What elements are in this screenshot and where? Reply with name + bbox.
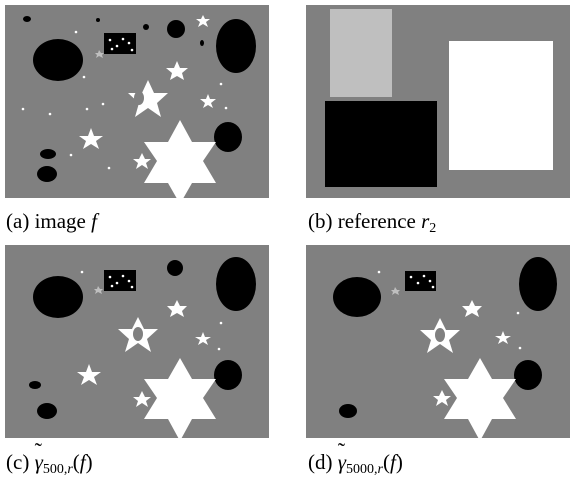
caption-c-func: γ — [35, 440, 43, 473]
light-gray-rectangle — [330, 9, 392, 97]
caption-c-label: (c) — [6, 450, 30, 474]
caption-d-sub: 5000,r — [346, 462, 383, 477]
dark-ellipse-lower-left — [37, 166, 57, 182]
caption-d-label: (d) — [308, 450, 333, 474]
caption-c-sub-var: r — [67, 462, 73, 477]
caption-c-sub-num: 500, — [42, 462, 68, 477]
caption-b-var-sub: 2 — [429, 221, 437, 236]
caption-a-label: (a) — [6, 209, 30, 233]
small-dark-disc — [167, 20, 185, 38]
caption-a-text: image — [34, 209, 86, 233]
image-f-canvas — [5, 5, 269, 198]
caption-a-var: f — [91, 209, 97, 233]
dark-ellipse-tiny — [40, 149, 56, 159]
caption-c-close: ) — [85, 450, 93, 474]
caption-b-text: reference — [337, 209, 416, 233]
caption-d-sub-var: r — [377, 462, 383, 477]
white-rectangle — [449, 41, 553, 170]
black-rectangle — [325, 101, 437, 187]
caption-c: (c) γ500,r(f) — [6, 440, 93, 477]
image-panel-b — [306, 5, 570, 198]
caption-a: (a) image f — [6, 211, 97, 232]
large-dark-ellipse-left — [33, 39, 83, 81]
white-hexagram — [144, 120, 216, 198]
caption-d: (d) γ5000,r(f) — [308, 440, 403, 477]
caption-c-open: ( — [72, 450, 80, 474]
caption-b-var: r — [421, 209, 430, 233]
filtered-5000-canvas — [306, 245, 570, 438]
caption-b: (b) reference r2 — [308, 211, 436, 236]
caption-d-arg: f — [389, 450, 396, 474]
reference-r2-canvas — [306, 5, 570, 198]
large-dark-ellipse-right — [216, 19, 256, 73]
dark-disc-lower-right — [214, 122, 242, 152]
caption-d-open: ( — [382, 450, 390, 474]
caption-d-sub-num: 5000, — [346, 462, 378, 477]
image-panel-c — [5, 245, 269, 438]
caption-d-func: γ — [338, 440, 346, 473]
white-star-large — [128, 80, 168, 117]
caption-c-arg: f — [79, 450, 86, 474]
caption-b-label: (b) — [308, 209, 333, 233]
filtered-500-canvas — [5, 245, 269, 438]
image-panel-d — [306, 245, 570, 438]
image-panel-a — [5, 5, 269, 198]
caption-c-sub: 500,r — [43, 462, 73, 477]
caption-d-close: ) — [395, 450, 403, 474]
